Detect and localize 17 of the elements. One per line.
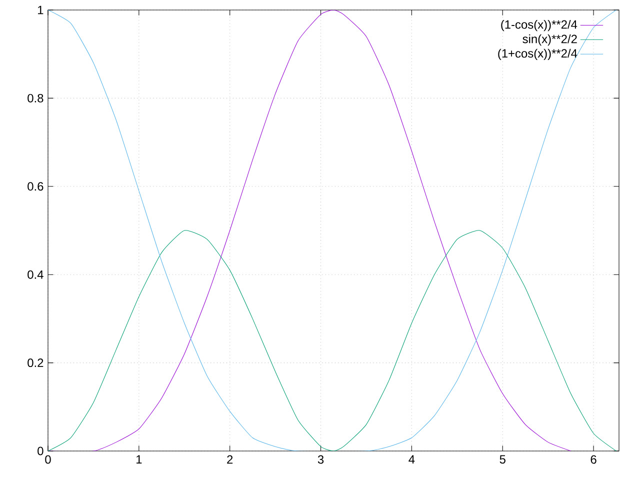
- legend-label: sin(x)**2/2: [522, 34, 577, 46]
- y-tick-label: 0: [38, 446, 44, 456]
- x-tick-label: 5: [500, 455, 506, 464]
- x-tick-label: 0: [45, 455, 51, 464]
- y-tick-label: 1: [38, 6, 44, 14]
- x-tick-label: 6: [590, 455, 596, 464]
- x-tick-label: 3: [318, 455, 324, 464]
- y-tick-label: 0.8: [28, 94, 44, 102]
- y-tick-label: 0.2: [28, 358, 44, 368]
- legend-label: (1-cos(x))**2/4: [501, 20, 578, 32]
- x-tick-label: 1: [136, 455, 142, 464]
- legend-label: (1+cos(x))**2/4: [498, 48, 578, 60]
- line-series: [48, 230, 620, 451]
- y-tick-label: 0.6: [28, 182, 44, 191]
- x-tick-label: 2: [227, 455, 233, 464]
- x-tick-label: 4: [408, 455, 415, 464]
- y-tick-label: 0.4: [28, 270, 44, 279]
